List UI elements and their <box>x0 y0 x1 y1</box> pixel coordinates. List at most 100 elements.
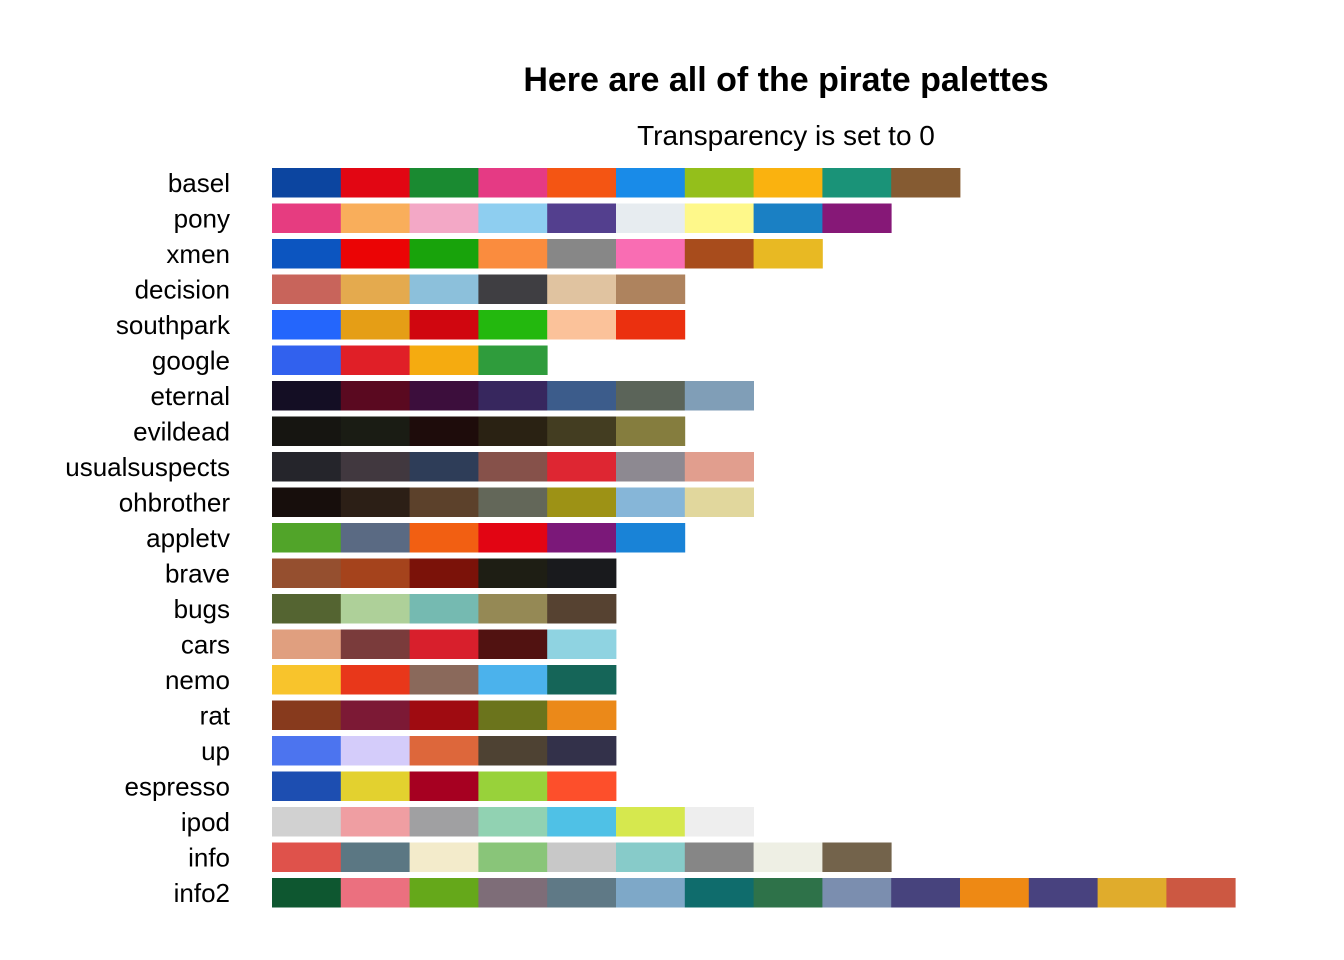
color-swatch <box>960 878 1030 908</box>
color-swatch <box>684 239 754 269</box>
chart-title: Here are all of the pirate palettes <box>523 61 1048 99</box>
color-swatch <box>753 168 823 198</box>
color-swatch <box>478 345 548 375</box>
palette-label: rat <box>200 700 231 730</box>
palette-label: brave <box>165 558 230 588</box>
color-swatch <box>340 700 410 730</box>
color-swatch <box>340 487 410 517</box>
color-swatch <box>547 807 617 837</box>
color-swatch <box>547 239 617 269</box>
palette-row-info2: info2 <box>174 878 1236 908</box>
palette-row-eternal: eternal <box>151 381 754 411</box>
color-swatch <box>272 487 342 517</box>
color-swatch <box>340 345 410 375</box>
color-swatch <box>340 736 410 766</box>
color-swatch <box>340 629 410 659</box>
color-swatch <box>272 558 342 588</box>
color-swatch <box>753 878 823 908</box>
color-swatch <box>409 452 479 482</box>
color-swatch <box>616 203 686 233</box>
palette-row-ohbrother: ohbrother <box>119 487 754 517</box>
color-swatch <box>340 239 410 269</box>
color-swatch <box>478 168 548 198</box>
color-swatch <box>409 168 479 198</box>
color-swatch <box>547 842 617 872</box>
color-swatch <box>547 487 617 517</box>
color-swatch <box>753 239 823 269</box>
color-swatch <box>409 665 479 695</box>
color-swatch <box>478 203 548 233</box>
color-swatch <box>478 416 548 446</box>
palette-label: google <box>152 345 230 375</box>
color-swatch <box>272 594 342 624</box>
color-swatch <box>616 878 686 908</box>
color-swatch <box>478 594 548 624</box>
color-swatch <box>409 381 479 411</box>
color-swatch <box>616 168 686 198</box>
color-swatch <box>478 274 548 304</box>
color-swatch <box>272 310 342 340</box>
color-swatch <box>753 203 823 233</box>
color-swatch <box>409 345 479 375</box>
palette-row-basel: basel <box>168 168 961 198</box>
palette-label: usualsuspects <box>65 452 230 482</box>
color-swatch <box>340 771 410 801</box>
color-swatch <box>891 168 961 198</box>
color-swatch <box>409 416 479 446</box>
palette-label: up <box>201 736 230 766</box>
palette-row-cars: cars <box>181 629 617 659</box>
color-swatch <box>616 274 686 304</box>
color-swatch <box>478 807 548 837</box>
color-swatch <box>547 629 617 659</box>
color-swatch <box>340 594 410 624</box>
color-swatch <box>409 487 479 517</box>
color-swatch <box>684 168 754 198</box>
color-swatch <box>340 452 410 482</box>
color-swatch <box>478 558 548 588</box>
color-swatch <box>616 416 686 446</box>
color-swatch <box>684 878 754 908</box>
palette-row-pony: pony <box>174 203 892 233</box>
palette-label: basel <box>168 168 230 198</box>
color-swatch <box>272 274 342 304</box>
color-swatch <box>547 700 617 730</box>
color-swatch <box>547 274 617 304</box>
palette-row-decision: decision <box>135 274 686 304</box>
color-swatch <box>616 807 686 837</box>
color-swatch <box>272 700 342 730</box>
color-swatch <box>272 771 342 801</box>
color-swatch <box>478 629 548 659</box>
color-swatch <box>478 239 548 269</box>
color-swatch <box>891 878 961 908</box>
color-swatch <box>409 700 479 730</box>
color-swatch <box>340 878 410 908</box>
color-swatch <box>272 878 342 908</box>
color-swatch <box>822 842 892 872</box>
color-swatch <box>822 878 892 908</box>
palette-row-brave: brave <box>165 558 617 588</box>
color-swatch <box>547 203 617 233</box>
color-swatch <box>340 523 410 553</box>
color-swatch <box>616 239 686 269</box>
color-swatch <box>478 452 548 482</box>
color-swatch <box>409 594 479 624</box>
palette-label: ohbrother <box>119 487 231 517</box>
color-swatch <box>409 203 479 233</box>
palette-row-appletv: appletv <box>146 523 686 553</box>
palette-label: appletv <box>146 523 230 553</box>
color-swatch <box>547 594 617 624</box>
color-swatch <box>409 629 479 659</box>
color-swatch <box>547 168 617 198</box>
palette-label: espresso <box>125 771 231 801</box>
palette-label: nemo <box>165 665 230 695</box>
palette-label: info <box>188 842 230 872</box>
color-swatch <box>547 665 617 695</box>
color-swatch <box>822 203 892 233</box>
color-swatch <box>340 274 410 304</box>
palette-label: southpark <box>116 310 231 340</box>
color-swatch <box>272 381 342 411</box>
color-swatch <box>547 381 617 411</box>
palette-row-ipod: ipod <box>181 807 754 837</box>
palette-row-usualsuspects: usualsuspects <box>65 452 754 482</box>
color-swatch <box>547 878 617 908</box>
